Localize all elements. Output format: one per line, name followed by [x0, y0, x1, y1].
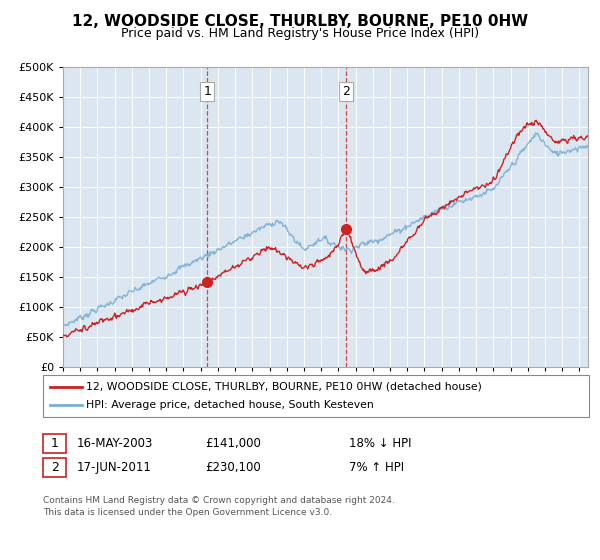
- Text: 12, WOODSIDE CLOSE, THURLBY, BOURNE, PE10 0HW (detached house): 12, WOODSIDE CLOSE, THURLBY, BOURNE, PE1…: [86, 382, 482, 392]
- Text: £141,000: £141,000: [205, 437, 261, 450]
- Text: 1: 1: [203, 85, 211, 97]
- Text: Price paid vs. HM Land Registry's House Price Index (HPI): Price paid vs. HM Land Registry's House …: [121, 27, 479, 40]
- Text: 1: 1: [50, 437, 59, 450]
- Text: 17-JUN-2011: 17-JUN-2011: [76, 461, 151, 474]
- Text: £230,100: £230,100: [205, 461, 261, 474]
- Text: This data is licensed under the Open Government Licence v3.0.: This data is licensed under the Open Gov…: [43, 508, 332, 517]
- Text: 2: 2: [50, 461, 59, 474]
- Text: 12, WOODSIDE CLOSE, THURLBY, BOURNE, PE10 0HW: 12, WOODSIDE CLOSE, THURLBY, BOURNE, PE1…: [72, 14, 528, 29]
- Text: HPI: Average price, detached house, South Kesteven: HPI: Average price, detached house, Sout…: [86, 400, 374, 410]
- Text: Contains HM Land Registry data © Crown copyright and database right 2024.: Contains HM Land Registry data © Crown c…: [43, 496, 395, 505]
- Text: 2: 2: [343, 85, 350, 97]
- Text: 16-MAY-2003: 16-MAY-2003: [76, 437, 152, 450]
- Text: 18% ↓ HPI: 18% ↓ HPI: [349, 437, 412, 450]
- Text: 7% ↑ HPI: 7% ↑ HPI: [349, 461, 404, 474]
